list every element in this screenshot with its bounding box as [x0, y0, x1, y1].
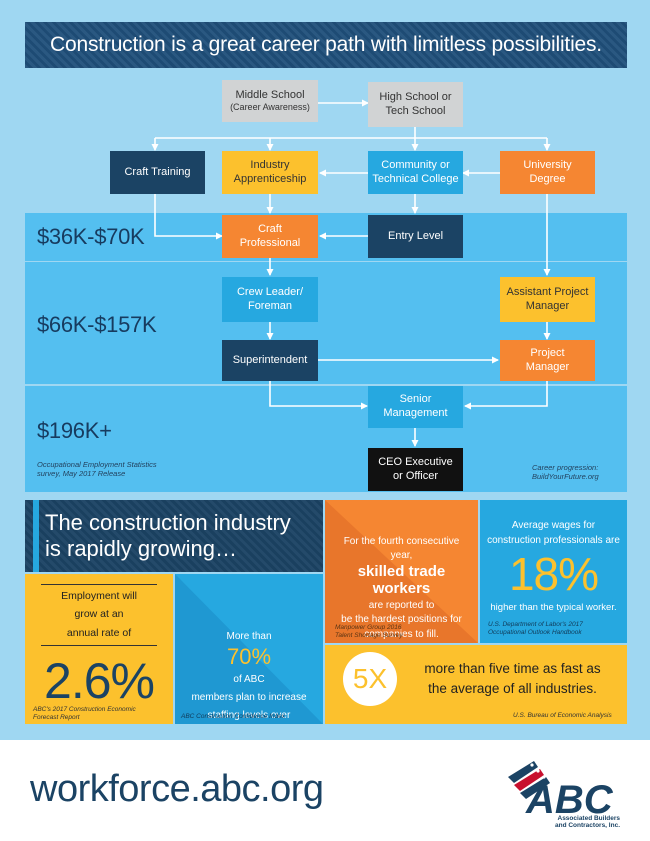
- node-superintendent: Superintendent: [222, 340, 318, 381]
- skilled-source: Manpower Group 2016 Talent Shortage Surv…: [335, 624, 403, 640]
- abc-logo-subtitle: Associated Builders and Contractors, Inc…: [554, 815, 620, 830]
- tile-skilled-shade: [325, 500, 478, 643]
- node-middle-school-sublabel: (Career Awareness): [230, 102, 310, 113]
- wages-percent: 18%: [508, 548, 599, 600]
- growth-banner-accent: [33, 500, 39, 572]
- node-community-college: Community or Technical College: [368, 151, 463, 194]
- staffing-text: More than 70% of ABC members plan to inc…: [179, 610, 319, 724]
- node-senior-management: Senior Management: [368, 386, 463, 428]
- five-x-badge-text: 5X: [352, 663, 388, 694]
- tile-skilled-trades: For the fourth consecutive year, skilled…: [325, 500, 478, 643]
- wages-text-top: Average wages for construction professio…: [487, 520, 620, 546]
- source-note-right: Career progression: BuildYourFuture.org: [532, 463, 599, 482]
- growth-banner: The construction industry is rapidly gro…: [25, 500, 323, 572]
- tile-five-x: 5X more than five time as fast as the av…: [325, 645, 627, 724]
- staffing-text-post: of ABC members plan to increase staffing…: [191, 674, 307, 721]
- five-x-source: U.S. Bureau of Economic Analysis: [513, 712, 612, 719]
- tile-employment: Employment will grow at an annual rate o…: [25, 574, 173, 724]
- growth-title: The construction industry is rapidly gro…: [45, 510, 291, 562]
- node-craft-professional: Craft Professional: [222, 215, 318, 258]
- skilled-text-post: are reported to be the hardest positions…: [341, 599, 462, 640]
- page-title: Construction is a great career path with…: [25, 22, 627, 68]
- employment-rule: [41, 584, 157, 646]
- salary-label-2: $66K-$157K: [37, 312, 157, 337]
- tile-staffing: More than 70% of ABC members plan to inc…: [175, 574, 323, 724]
- staffing-percent: 70%: [226, 644, 272, 669]
- salary-label-3: $196K+: [37, 418, 112, 443]
- node-middle-school: Middle School (Career Awareness): [222, 80, 318, 122]
- employment-percent: 2.6%: [44, 653, 155, 709]
- skilled-text-highlight: skilled trade workers: [357, 562, 446, 597]
- salary-label-1: $36K-$70K: [37, 224, 145, 249]
- employment-text: Employment will grow at an annual rate o…: [61, 590, 137, 639]
- node-middle-school-label: Middle School: [235, 88, 305, 101]
- employment-source: ABC's 2017 Construction Economic Forecas…: [33, 706, 136, 722]
- skilled-text: For the fourth consecutive year, skilled…: [329, 520, 474, 642]
- abc-logo-text: ABC: [525, 778, 614, 817]
- five-x-badge: 5X: [343, 652, 397, 706]
- skilled-text-pre: For the fourth consecutive year,: [343, 535, 460, 562]
- wages-source: U.S. Department of Labor's 2017 Occupati…: [488, 621, 583, 637]
- node-project-manager: Project Manager: [500, 340, 595, 381]
- node-craft-training: Craft Training: [110, 151, 205, 194]
- node-high-school: High School or Tech School: [368, 82, 463, 127]
- footer-url[interactable]: workforce.abc.org: [30, 768, 324, 810]
- tile-wages: Average wages for construction professio…: [480, 500, 627, 643]
- node-assistant-pm: Assistant Project Manager: [500, 277, 595, 322]
- staffing-source: ABC Construction Confidence Index: [181, 713, 286, 720]
- node-industry-apprenticeship: Industry Apprenticeship: [222, 151, 318, 194]
- staffing-text-pre: More than: [226, 631, 272, 642]
- abc-logo: ABC Associated Builders and Contractors,…: [504, 755, 622, 835]
- salary-band-1: $36K-$70K: [25, 213, 627, 261]
- node-university-degree: University Degree: [500, 151, 595, 194]
- wages-text-bottom: higher than the typical worker.: [490, 602, 617, 613]
- abc-logo-mark-icon: ABC: [508, 761, 614, 822]
- node-crew-leader: Crew Leader/ Foreman: [222, 277, 318, 322]
- node-entry-level: Entry Level: [368, 215, 463, 258]
- source-note-left: Occupational Employment Statistics surve…: [37, 460, 157, 479]
- tile-staffing-shade: [175, 574, 323, 724]
- node-ceo: CEO Executive or Officer: [368, 448, 463, 491]
- five-x-text: more than five time as fast as the avera…: [424, 661, 601, 697]
